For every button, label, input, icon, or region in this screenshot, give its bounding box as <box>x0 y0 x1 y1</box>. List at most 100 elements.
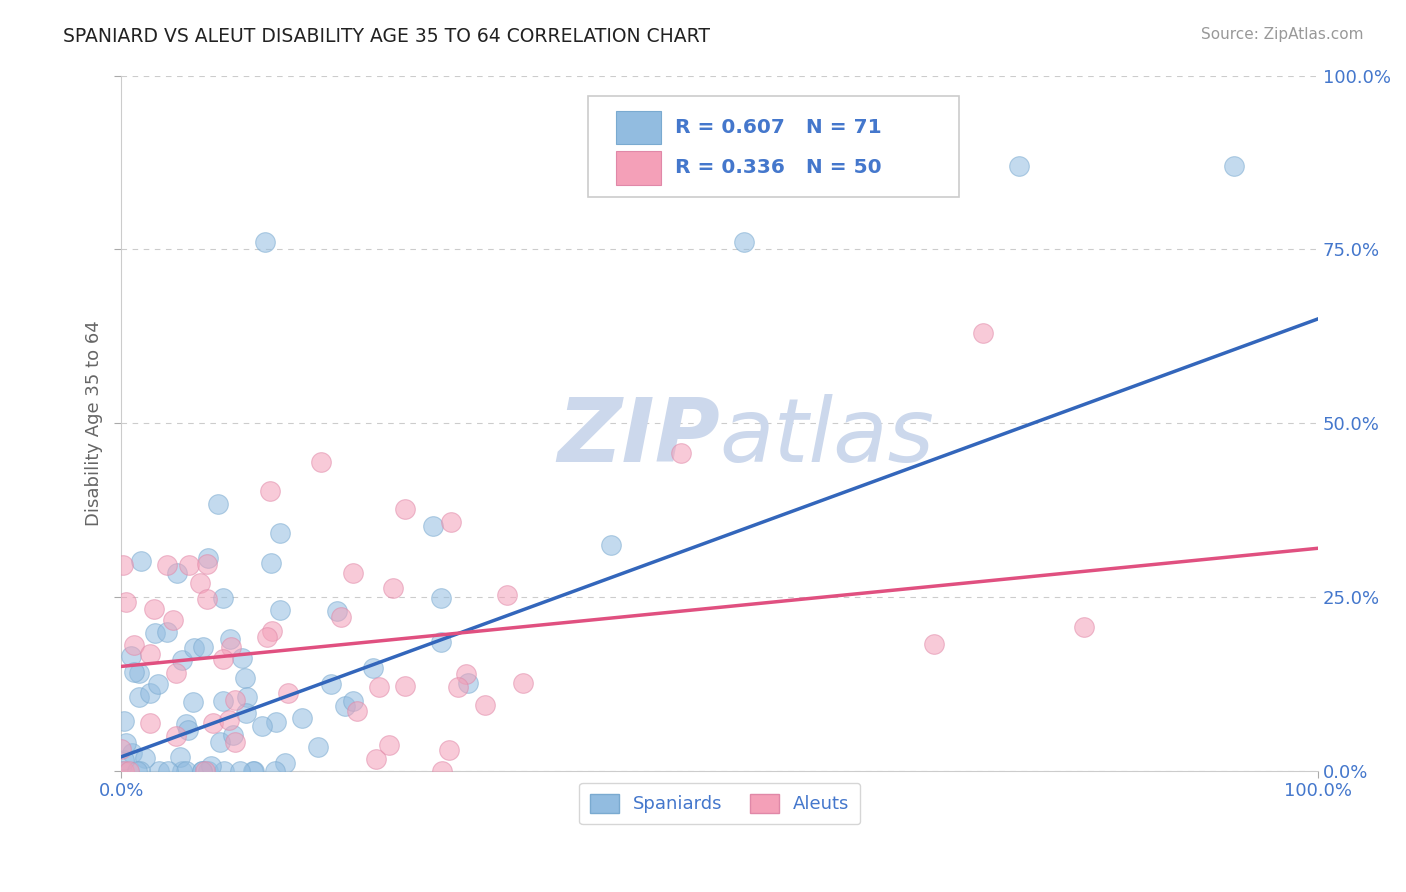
Point <box>162 613 184 627</box>
FancyBboxPatch shape <box>616 111 661 145</box>
Point <box>1073 620 1095 634</box>
Point <box>120 649 142 664</box>
Point <box>922 637 945 651</box>
Legend: Spaniards, Aleuts: Spaniards, Aleuts <box>579 782 860 824</box>
Text: SPANIARD VS ALEUT DISABILITY AGE 35 TO 64 CORRELATION CHART: SPANIARD VS ALEUT DISABILITY AGE 35 TO 6… <box>63 27 710 45</box>
Point <box>165 666 187 681</box>
Point <box>156 558 179 572</box>
Point <box>174 716 197 731</box>
Point <box>183 641 205 656</box>
Point <box>112 558 135 573</box>
Point <box>143 626 166 640</box>
Point <box>342 694 364 708</box>
Point <box>394 501 416 516</box>
Text: R = 0.336   N = 50: R = 0.336 N = 50 <box>675 159 882 178</box>
Point <box>143 602 166 616</box>
Point <box>211 591 233 605</box>
Point <box>474 698 496 713</box>
Point <box>242 764 264 778</box>
Point <box>202 716 225 731</box>
Point <box>124 638 146 652</box>
Point <box>242 764 264 778</box>
Point <box>496 588 519 602</box>
Point <box>430 591 453 605</box>
FancyBboxPatch shape <box>616 152 661 185</box>
Point <box>368 680 391 694</box>
Point <box>235 706 257 720</box>
Point <box>190 764 212 778</box>
Point <box>181 695 204 709</box>
Point <box>250 719 273 733</box>
Point <box>195 592 218 607</box>
Point <box>600 538 623 552</box>
Point <box>148 764 170 778</box>
Point <box>139 716 162 731</box>
Point <box>166 566 188 580</box>
Point <box>212 652 235 666</box>
Point <box>231 651 253 665</box>
Text: R = 0.607   N = 71: R = 0.607 N = 71 <box>675 118 882 137</box>
Point <box>228 764 250 778</box>
Point <box>378 738 401 752</box>
Point <box>129 554 152 568</box>
Point <box>128 690 150 704</box>
Point <box>197 764 219 778</box>
Point <box>170 764 193 778</box>
Point <box>669 446 692 460</box>
Point <box>437 743 460 757</box>
Point <box>346 704 368 718</box>
Point <box>118 764 141 778</box>
Point <box>169 750 191 764</box>
Point <box>342 566 364 580</box>
Point <box>129 764 152 778</box>
Point <box>256 630 278 644</box>
Point <box>440 515 463 529</box>
Point <box>366 752 388 766</box>
Point <box>262 624 284 638</box>
Text: atlas: atlas <box>720 394 935 480</box>
Point <box>972 326 994 340</box>
Point <box>233 671 256 685</box>
Point <box>422 519 444 533</box>
Point <box>134 751 156 765</box>
Y-axis label: Disability Age 35 to 64: Disability Age 35 to 64 <box>86 320 103 526</box>
Point <box>512 676 534 690</box>
Point <box>156 764 179 778</box>
Point <box>219 640 242 654</box>
Point <box>264 714 287 729</box>
Point <box>218 713 240 727</box>
Point <box>273 756 295 770</box>
Point <box>321 677 343 691</box>
Point <box>194 764 217 778</box>
Point <box>363 661 385 675</box>
Point <box>114 595 136 609</box>
Text: Source: ZipAtlas.com: Source: ZipAtlas.com <box>1201 27 1364 42</box>
Point <box>264 764 287 778</box>
Point <box>195 557 218 571</box>
Point <box>112 764 135 778</box>
Point <box>259 483 281 498</box>
Point <box>211 694 233 708</box>
Point <box>224 693 246 707</box>
Point <box>235 690 257 705</box>
Point <box>277 686 299 700</box>
Point <box>394 679 416 693</box>
FancyBboxPatch shape <box>588 96 959 197</box>
Text: ZIP: ZIP <box>557 393 720 481</box>
Point <box>269 526 291 541</box>
Point <box>156 624 179 639</box>
Point <box>191 764 214 778</box>
Point <box>170 653 193 667</box>
Point <box>165 729 187 743</box>
Point <box>311 455 333 469</box>
Point <box>447 680 470 694</box>
Point <box>253 235 276 250</box>
Point <box>329 609 352 624</box>
Point <box>110 741 132 756</box>
Point <box>207 497 229 511</box>
Point <box>260 557 283 571</box>
Point <box>1223 159 1246 173</box>
Point <box>200 758 222 772</box>
Point <box>218 632 240 646</box>
Point <box>430 635 453 649</box>
